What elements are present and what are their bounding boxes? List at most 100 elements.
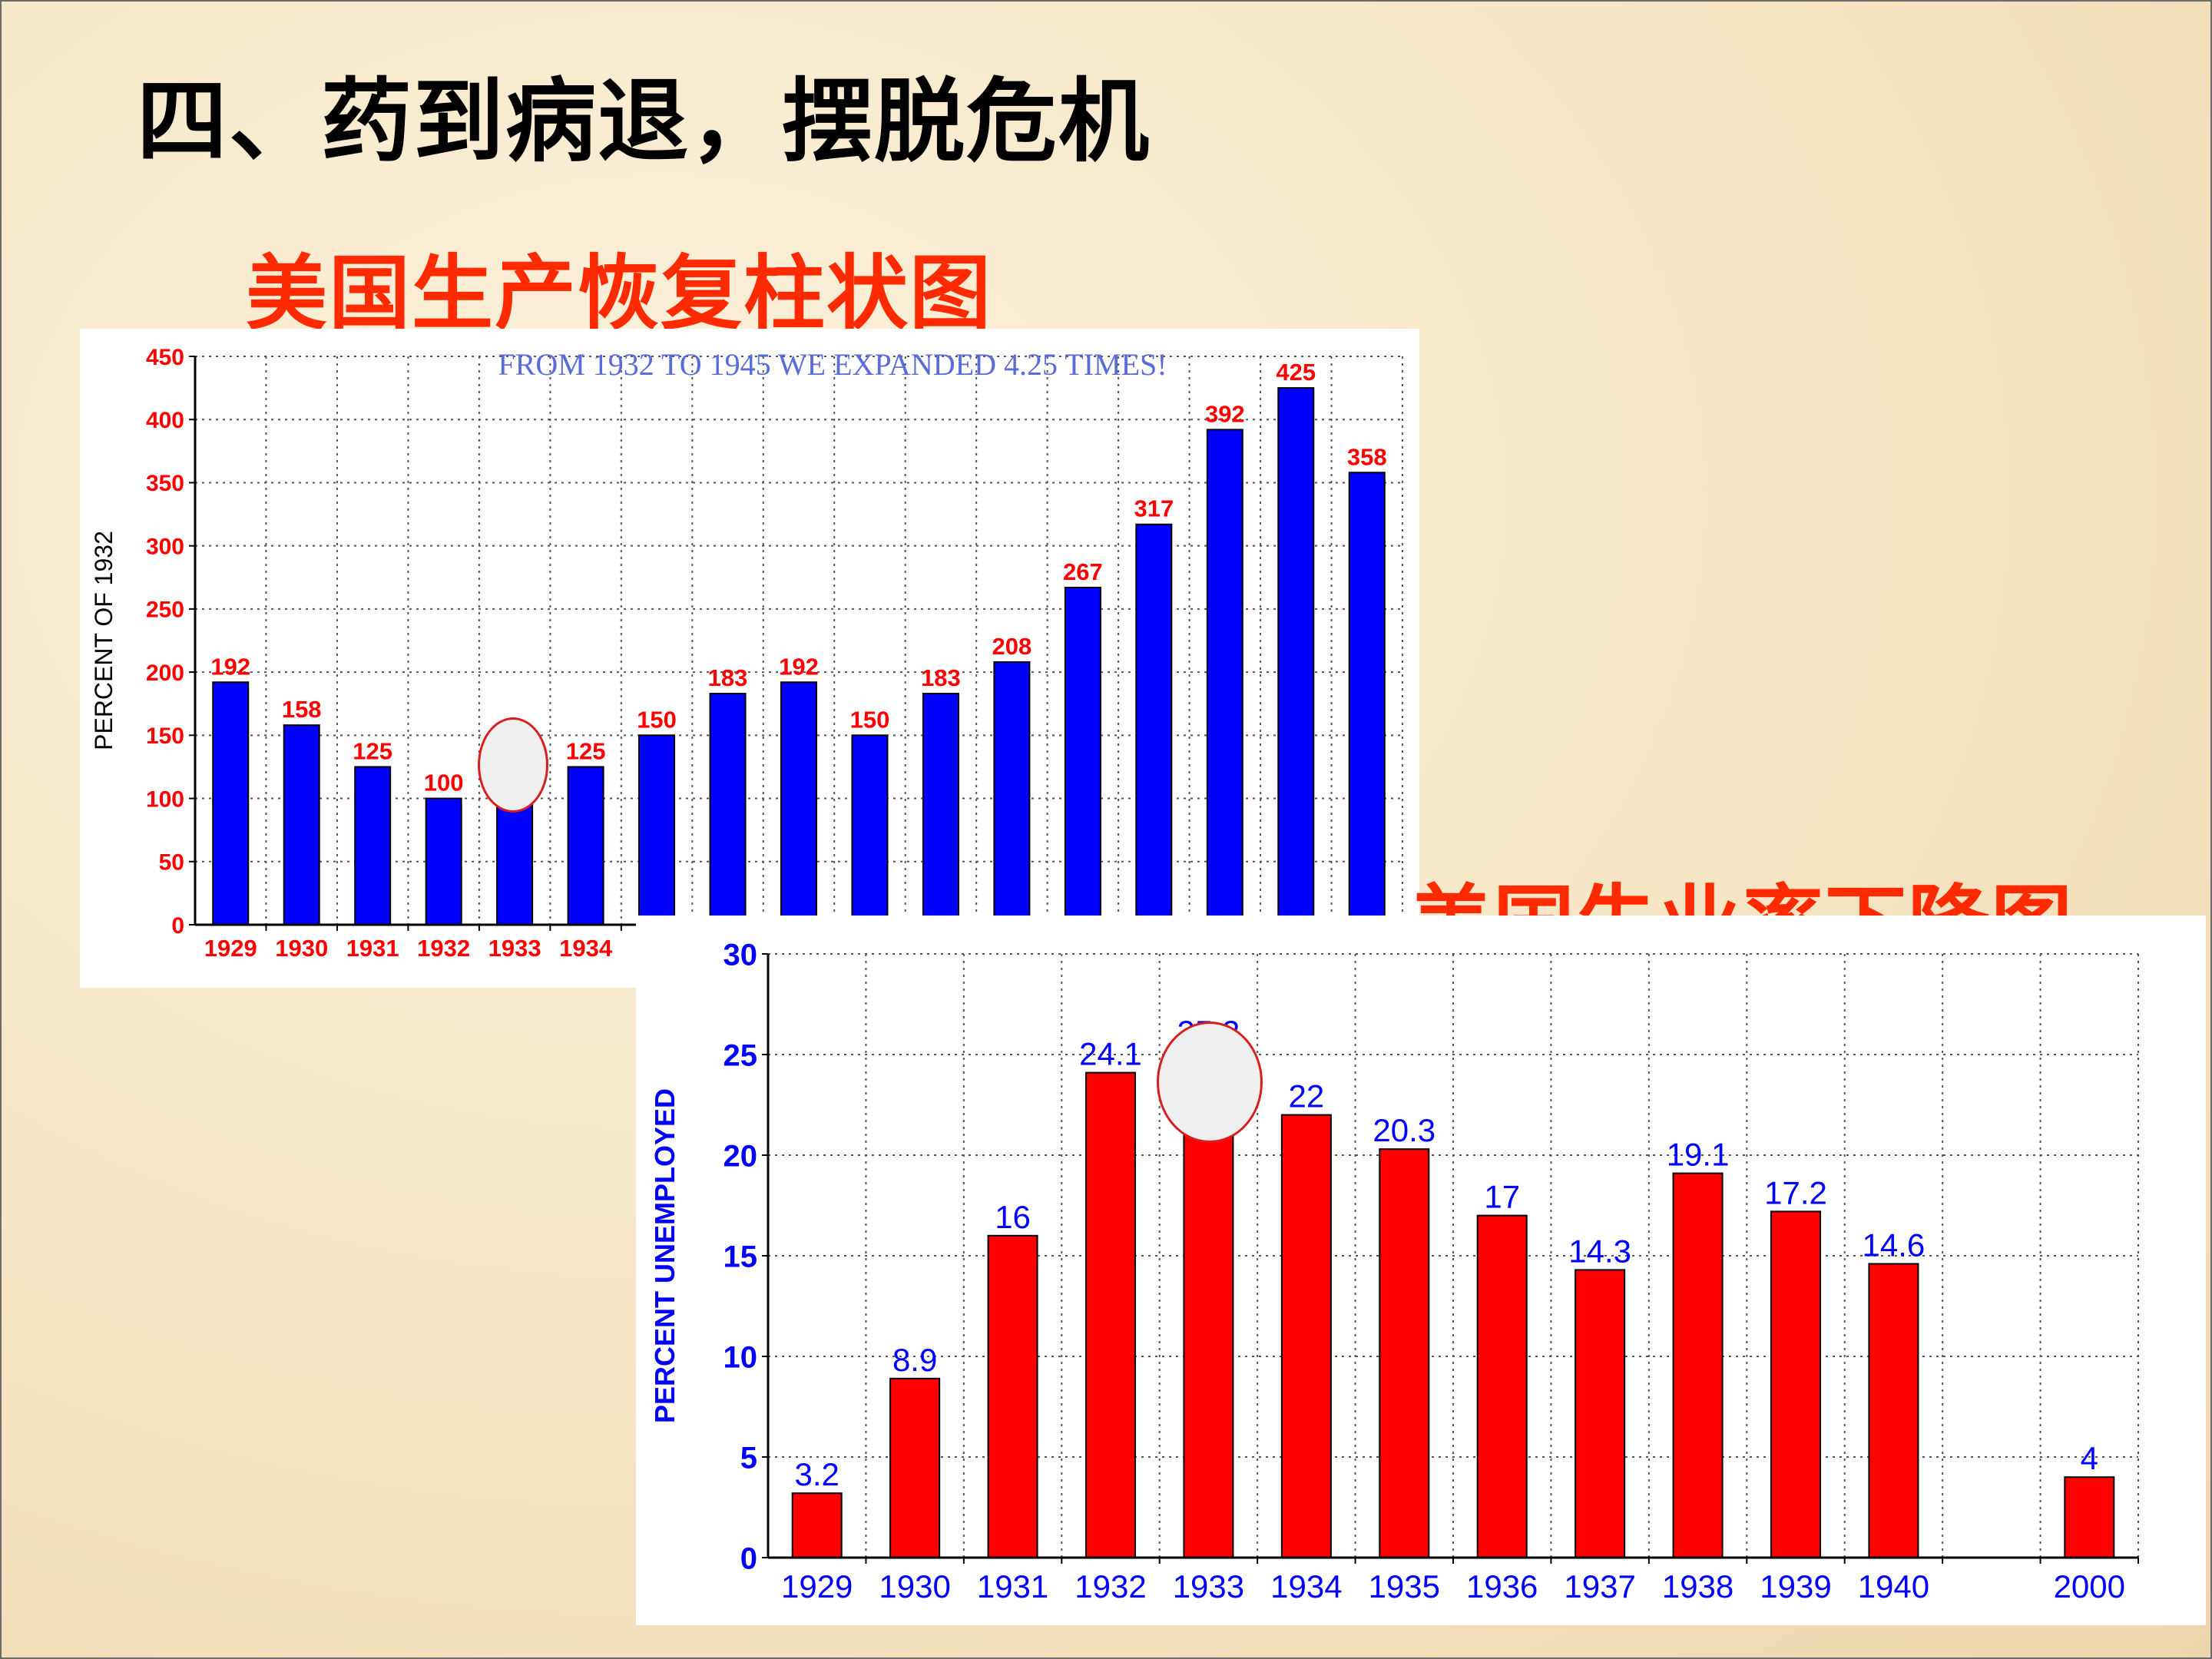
- data-label: 183: [921, 664, 961, 691]
- data-label: 358: [1347, 443, 1387, 470]
- production-1933-cover: [478, 717, 548, 813]
- bar: [212, 681, 250, 926]
- data-label: 208: [992, 633, 1032, 660]
- y-tick-label: 20: [724, 1139, 758, 1173]
- y-tick-label: 0: [171, 913, 184, 939]
- x-tick-label: 1939: [1760, 1568, 1831, 1604]
- data-label: 150: [850, 706, 890, 733]
- bar: [791, 1492, 843, 1558]
- data-label: 14.6: [1863, 1227, 1926, 1263]
- x-tick-label: 1932: [417, 935, 470, 962]
- chart-title: FROM 1932 TO 1945 WE EXPANDED 4.25 TIMES…: [498, 347, 1167, 382]
- y-tick-label: 0: [740, 1541, 757, 1575]
- production-chart-heading: 美国生产恢复柱状图: [246, 247, 992, 341]
- x-tick-label: 1929: [204, 935, 257, 962]
- bar: [1379, 1148, 1430, 1558]
- x-tick-label: 1931: [346, 935, 399, 962]
- bar: [567, 766, 604, 926]
- data-label: 8.9: [892, 1342, 937, 1378]
- data-label: 17: [1484, 1179, 1520, 1215]
- y-tick-label: 350: [146, 471, 184, 496]
- x-tick-label: 1932: [1075, 1568, 1146, 1604]
- x-tick-label: 1931: [977, 1568, 1048, 1604]
- y-tick-label: 450: [146, 345, 184, 370]
- y-tick-label: 15: [724, 1240, 758, 1273]
- data-label: 158: [282, 696, 322, 723]
- bar: [1135, 523, 1173, 926]
- y-tick-label: 10: [724, 1340, 758, 1374]
- x-tick-label: 1935: [1369, 1568, 1440, 1604]
- data-label: 392: [1205, 400, 1245, 427]
- bar: [1672, 1172, 1724, 1558]
- x-tick-label: 1929: [781, 1568, 853, 1604]
- y-tick-label: 30: [724, 938, 758, 972]
- bar: [354, 766, 392, 926]
- bar: [1206, 429, 1243, 926]
- x-tick-label: 2000: [2054, 1568, 2125, 1604]
- x-tick-label: 1937: [1564, 1568, 1635, 1604]
- slide-title: 四、药到病退，摆脱危机: [137, 68, 1151, 174]
- y-axis-label: PERCENT OF 1932: [90, 531, 118, 750]
- bar: [1064, 586, 1101, 926]
- data-label: 20.3: [1373, 1112, 1435, 1148]
- data-label: 425: [1276, 359, 1316, 386]
- data-label: 100: [424, 770, 464, 796]
- bar: [638, 734, 676, 926]
- x-tick-label: 1938: [1662, 1568, 1734, 1604]
- data-label: 317: [1134, 495, 1174, 522]
- y-tick-label: 200: [146, 661, 184, 686]
- production-chart-panel: 0 50 100 150 200 250 300 350 400 450 192 1929 158 193…: [80, 329, 1419, 988]
- bar: [780, 681, 817, 926]
- x-tick-label: 1936: [1466, 1568, 1538, 1604]
- bar: [1476, 1214, 1528, 1558]
- bar: [1280, 1114, 1332, 1559]
- y-tick-label: 300: [146, 534, 184, 559]
- y-tick-label: 250: [146, 598, 184, 623]
- bar: [993, 661, 1031, 926]
- data-label: 125: [566, 737, 606, 764]
- bar: [283, 724, 320, 926]
- unemployment-chart-panel: 0 5 10 15 20 25 30 3.2 1929 8.9 1930 16 1931 24.1 1932…: [636, 916, 2206, 1625]
- data-label: 192: [779, 653, 819, 680]
- bar: [1575, 1269, 1626, 1558]
- bar: [1085, 1071, 1136, 1558]
- x-tick-label: 1930: [879, 1568, 950, 1604]
- data-label: 267: [1063, 558, 1103, 585]
- x-tick-label: 1930: [275, 935, 328, 962]
- x-tick-label: 1933: [488, 935, 541, 962]
- y-axis-label: PERCENT UNEMPLOYED: [649, 1088, 680, 1423]
- data-label: 150: [637, 706, 677, 733]
- data-label: 125: [353, 737, 392, 764]
- data-label: 24.1: [1079, 1036, 1142, 1072]
- bar: [922, 693, 959, 926]
- bar: [1868, 1263, 1919, 1558]
- x-tick-label: 1934: [1270, 1568, 1342, 1604]
- data-label: 17.2: [1764, 1174, 1827, 1210]
- data-label: 4: [2081, 1440, 2098, 1476]
- data-label: 16: [995, 1199, 1031, 1235]
- bar: [425, 797, 462, 926]
- x-tick-label: 1933: [1173, 1568, 1244, 1604]
- unemployment-chart: 0 5 10 15 20 25 30 3.2 1929 8.9 1930 16 1931 24.1 1932…: [649, 938, 2139, 1604]
- y-tick-label: 400: [146, 408, 184, 433]
- data-label: 19.1: [1667, 1137, 1730, 1173]
- data-label: 22: [1288, 1078, 1324, 1114]
- bar: [709, 693, 747, 926]
- bar: [1770, 1210, 1821, 1558]
- data-label: 192: [210, 653, 250, 680]
- bar: [1277, 387, 1315, 926]
- y-tick-label: 5: [740, 1441, 757, 1475]
- data-label: 14.3: [1568, 1233, 1631, 1269]
- y-tick-label: 150: [146, 724, 184, 749]
- data-label: 3.2: [795, 1456, 839, 1492]
- unemployment-1933-cover: [1157, 1022, 1263, 1143]
- bar: [889, 1377, 941, 1558]
- bar: [987, 1234, 1038, 1558]
- x-tick-label: 1940: [1858, 1568, 1929, 1604]
- bar: [2064, 1476, 2115, 1559]
- y-tick-label: 100: [146, 786, 184, 812]
- bar: [1348, 472, 1386, 926]
- y-tick-label: 50: [159, 850, 184, 876]
- x-tick-label: 1934: [559, 935, 613, 962]
